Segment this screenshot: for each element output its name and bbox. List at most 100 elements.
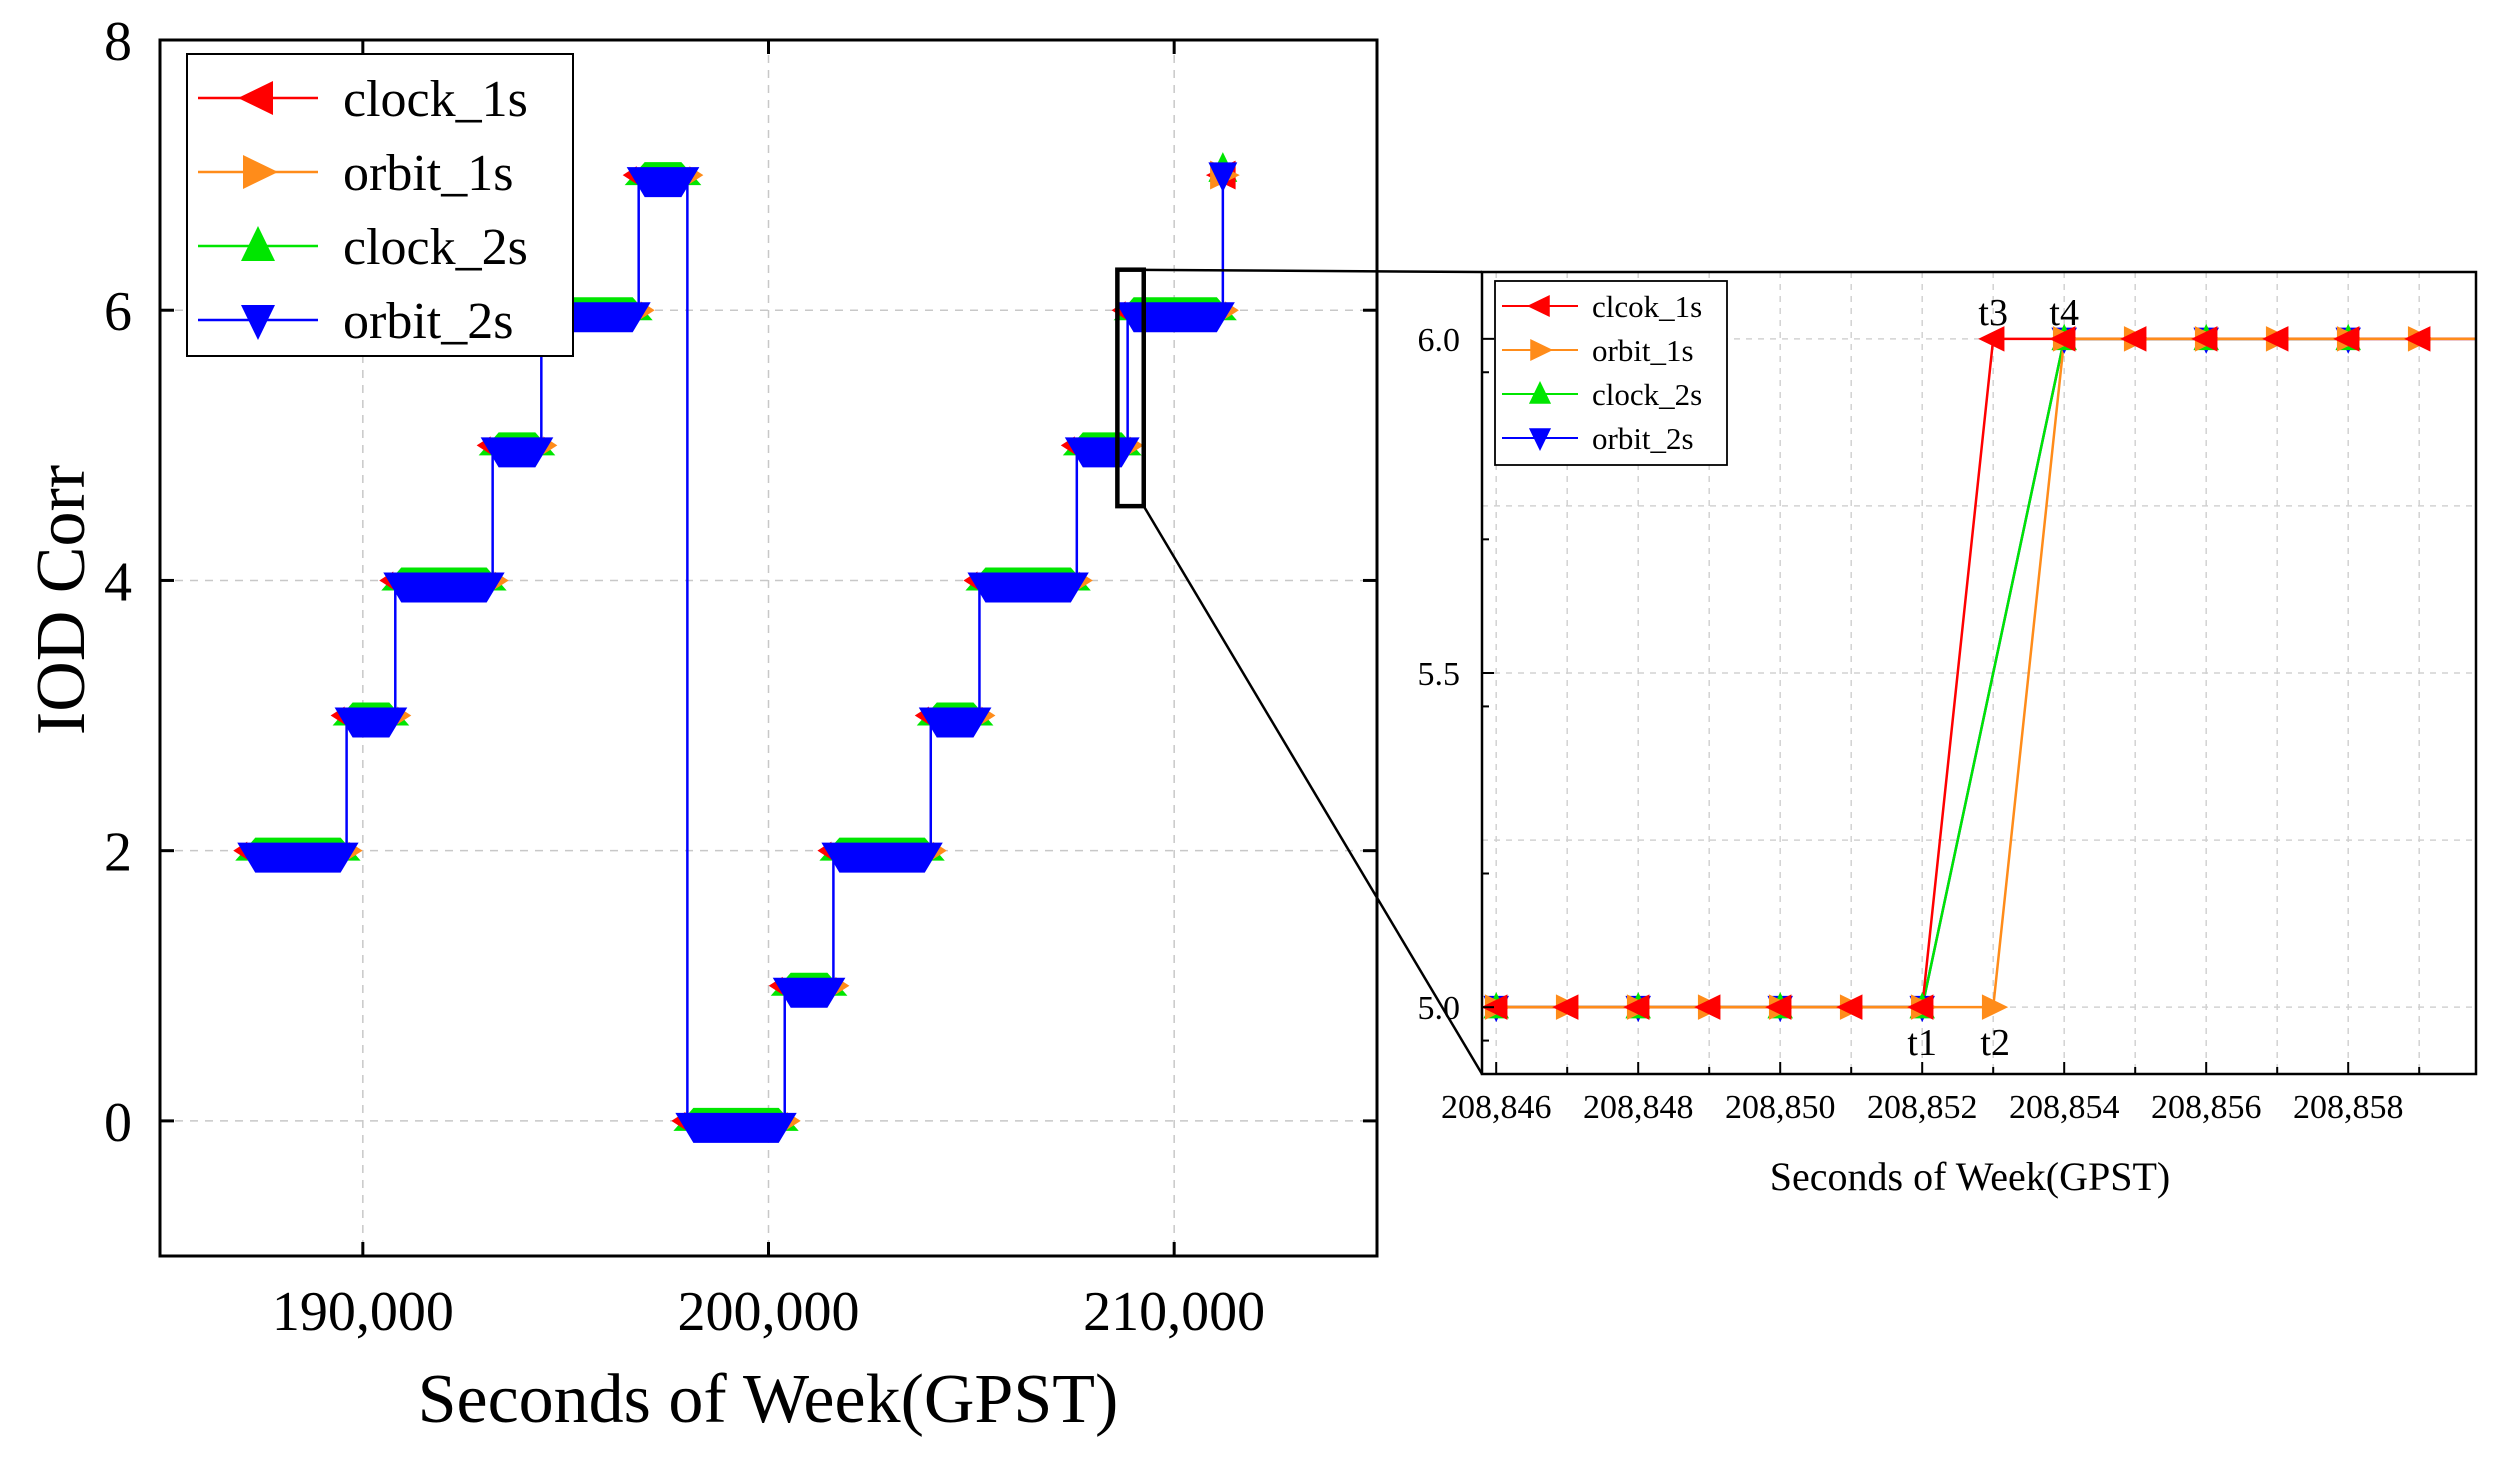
inset-y-tick-label: 6.0 (1418, 322, 1461, 359)
inset-point-clcok_1s (1623, 994, 1650, 1020)
inset-legend-item: clcok_1s (1502, 289, 1702, 324)
main-band-orbit_2s (772, 977, 846, 1008)
x-axis-title: Seconds of Week(GPST) (418, 1361, 1119, 1438)
inset-x-tick-label: 208,858 (2293, 1089, 2404, 1126)
inset-point-clcok_1s (1978, 326, 2005, 352)
inset-point-orbit_1s (2479, 326, 2493, 352)
inset-point-clcok_1s (2475, 338, 2476, 340)
main-legend-item: orbit_1s (198, 145, 513, 202)
inset-point-clcok_1s (1836, 994, 1863, 1020)
connector-top (1117, 268, 1483, 274)
main-step-8 (817, 837, 947, 873)
main-band-orbit_2s (918, 707, 992, 738)
main-legend-item: orbit_2s (198, 293, 513, 350)
legend-marker-orbit_1s (1530, 338, 1553, 362)
inset-point-clcok_1s (2049, 326, 2076, 352)
inset-point-clcok_1s (1907, 994, 1934, 1020)
inset-y-tick-label: 5.0 (1418, 990, 1461, 1027)
inset-x-axis-title: Seconds of Week(GPST) (1770, 1154, 2170, 1199)
inset-data-layer (1482, 323, 2493, 1023)
x-tick-label: 200,000 (678, 1281, 860, 1343)
main-band-orbit_2s (334, 707, 408, 738)
inset-point-clcok_1s (1765, 994, 1792, 1020)
main-legend: clock_1s orbit_1s clock_2s orbit_2s (186, 53, 574, 357)
main-band-orbit_2s (383, 572, 505, 603)
inset-chart-panel: 208,846 208,848 208,850 208,852 208,854 208,8… (1418, 270, 2493, 1199)
inset-legend-item: clock_2s (1502, 377, 1702, 412)
y-tick-label: 2 (104, 822, 132, 884)
legend-label: orbit_1s (343, 145, 513, 202)
inset-x-tick-label: 208,848 (1583, 1089, 1694, 1126)
inset-annotation-t2: t2 (1980, 1022, 2010, 1064)
inset-x-tick-label: 208,850 (1725, 1089, 1836, 1126)
main-band-orbit_2s (821, 842, 943, 873)
y-tick-label: 0 (104, 1092, 132, 1154)
main-band-orbit_2s (1115, 302, 1235, 333)
main-chart-panel: 190,000 200,000 210,000 0 2 4 6 8 Seconds of Wee… (23, 11, 1379, 1438)
x-tick-label: 210,000 (1083, 1281, 1265, 1343)
inset-point-clcok_1s (1694, 994, 1721, 1020)
inset-annotation-t1: t1 (1907, 1022, 1937, 1064)
x-tick-label: 190,000 (272, 1281, 454, 1343)
legend-marker-clock_2s (241, 226, 275, 261)
main-step-9 (914, 702, 996, 738)
main-marker-orbit_2s (1208, 162, 1238, 193)
inset-point-orbit_2s (2477, 328, 2493, 354)
main-step-1 (330, 702, 412, 738)
legend-marker-clock_1s (238, 81, 273, 115)
inset-point-clcok_1s (1552, 994, 1579, 1020)
legend-marker-orbit_1s (243, 155, 278, 189)
inset-legend-item: orbit_2s (1502, 421, 1694, 456)
inset-x-tick-label: 208,854 (2009, 1089, 2120, 1126)
legend-label: clock_1s (343, 71, 528, 128)
y-tick-label: 4 (104, 551, 132, 613)
y-axis-title: IOD Corr (23, 465, 100, 735)
inset-point-clcok_1s (2120, 326, 2147, 352)
main-legend-item: clock_2s (198, 219, 528, 276)
legend-label: orbit_2s (1592, 421, 1694, 456)
y-tick-label: 8 (104, 11, 132, 73)
main-band-orbit_2s (237, 842, 359, 873)
inset-y-tick-label: 5.5 (1418, 656, 1461, 693)
inset-legend: clcok_1s orbit_1s clock_2s orbit_2s (1494, 280, 1728, 466)
inset-point-clcok_1s (2191, 326, 2218, 352)
legend-label: clock_2s (343, 219, 528, 276)
main-step-12 (1111, 297, 1239, 333)
legend-label: clock_2s (1592, 377, 1702, 412)
legend-marker-clock_2s (1528, 381, 1552, 404)
main-step-7 (768, 972, 850, 1008)
inset-point-clcok_1s (2404, 326, 2431, 352)
legend-label: orbit_2s (343, 293, 513, 350)
main-step-10 (963, 567, 1093, 603)
zoom-connector-lines (1117, 268, 1484, 1075)
inset-annotation-t3: t3 (1978, 292, 2008, 334)
main-step-2 (379, 567, 509, 603)
main-band-orbit_2s (480, 437, 554, 468)
y-tick-label: 6 (104, 281, 132, 343)
inset-point-clcok_1s (2333, 326, 2360, 352)
inset-point-clcok_1s (2262, 326, 2289, 352)
main-step-13 (1205, 152, 1240, 193)
main-step-6 (671, 1107, 801, 1143)
inset-x-tick-label: 208,846 (1441, 1089, 1552, 1126)
main-band-orbit_2s (967, 572, 1089, 603)
main-step-0 (233, 837, 363, 873)
legend-label: orbit_1s (1592, 333, 1694, 368)
main-step-11 (1060, 432, 1144, 468)
main-step-5 (622, 162, 704, 198)
inset-annotation-t4: t4 (2049, 292, 2079, 334)
inset-point-clcok_1s (1482, 994, 1508, 1020)
main-legend-item: clock_1s (198, 71, 528, 128)
main-band-orbit_2s (1064, 437, 1140, 468)
main-step-3 (476, 432, 558, 468)
legend-marker-clcok_1s (1527, 294, 1550, 318)
legend-marker-orbit_2s (1528, 428, 1552, 451)
inset-legend-item: orbit_1s (1502, 333, 1694, 368)
legend-label: clcok_1s (1592, 289, 1702, 324)
main-band-orbit_2s (675, 1112, 797, 1143)
inset-x-tick-label: 208,856 (2151, 1089, 2262, 1126)
inset-x-tick-label: 208,852 (1867, 1089, 1978, 1126)
connector-bottom (1142, 505, 1484, 1075)
inset-point-orbit_1s (1981, 994, 2009, 1020)
